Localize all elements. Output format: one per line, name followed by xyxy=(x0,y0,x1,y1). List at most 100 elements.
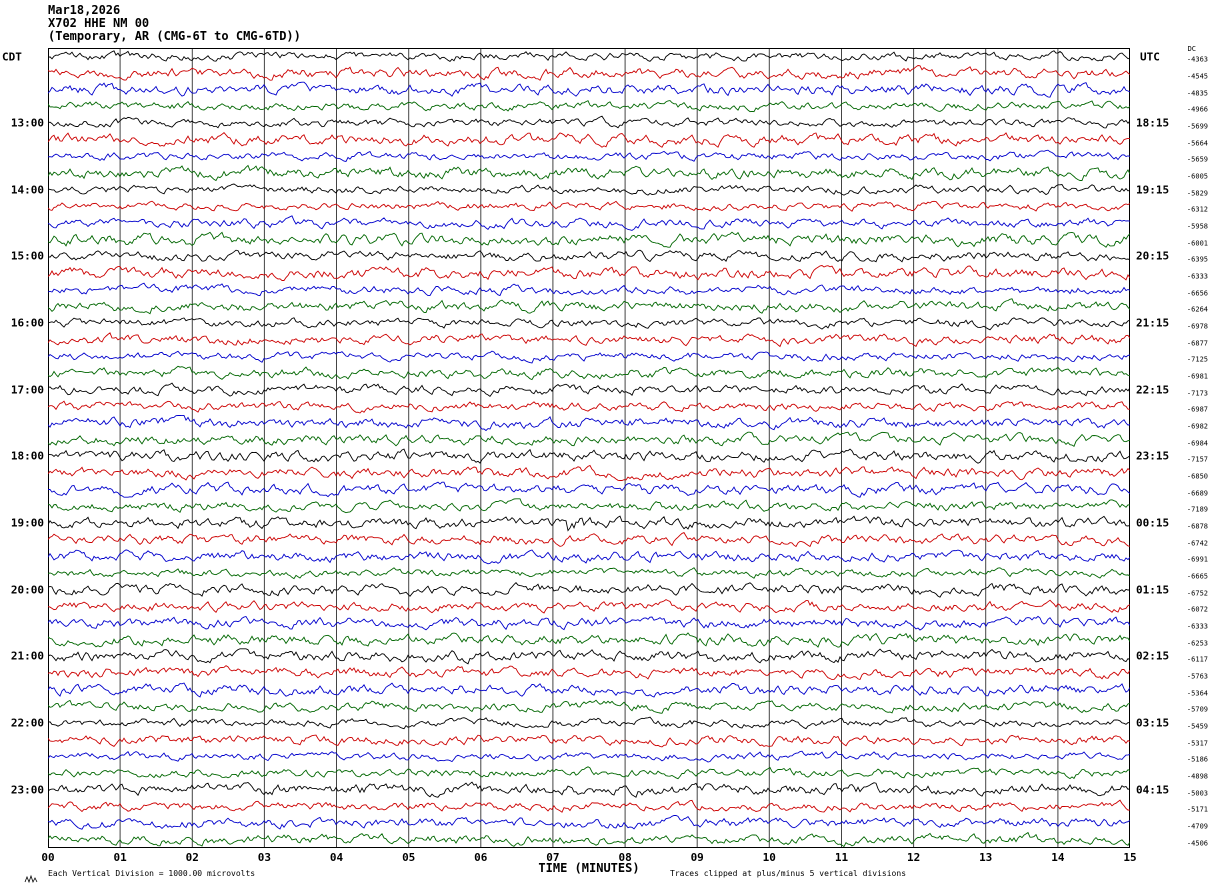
utc-hour-label: 03:15 xyxy=(1136,716,1170,730)
trace-row-46 xyxy=(48,815,1130,830)
dc-offset-value: -6742 xyxy=(1186,539,1208,548)
utc-hour-label: 21:15 xyxy=(1136,316,1170,330)
cdt-hour-label: 22:00 xyxy=(10,716,44,730)
trace-row-4 xyxy=(48,115,1130,129)
trace-row-5 xyxy=(48,131,1130,148)
x-tick-label: 12 xyxy=(906,851,921,864)
dc-offset-value: -5958 xyxy=(1186,222,1208,231)
trace-row-18 xyxy=(48,350,1130,364)
x-tick-label: 08 xyxy=(618,851,632,864)
cdt-hour-label: 17:00 xyxy=(10,383,44,397)
x-tick-label: 00 xyxy=(41,851,55,864)
dc-offset-value: -6991 xyxy=(1186,555,1208,564)
dc-offset-value: -7189 xyxy=(1186,505,1208,514)
utc-hour-label: 22:15 xyxy=(1136,383,1170,397)
trace-row-10 xyxy=(48,215,1130,231)
dc-offset-value: -4709 xyxy=(1186,822,1208,831)
trace-row-13 xyxy=(48,265,1130,281)
trace-row-39 xyxy=(48,699,1130,714)
trace-row-23 xyxy=(48,431,1130,447)
dc-offset-value: -6878 xyxy=(1186,522,1208,531)
dc-offset-value: -5664 xyxy=(1186,139,1208,148)
dc-offset-value: -7125 xyxy=(1186,355,1208,364)
dc-offset-value: -5186 xyxy=(1186,755,1208,764)
utc-hour-label: 19:15 xyxy=(1136,183,1170,197)
trace-row-31 xyxy=(48,567,1130,580)
dc-offset-value: -6981 xyxy=(1186,372,1208,381)
cdt-hour-label: 15:00 xyxy=(10,249,44,263)
dc-offset-value: -6978 xyxy=(1186,322,1208,331)
trace-row-27 xyxy=(48,498,1130,514)
dc-offset-value: -6877 xyxy=(1186,339,1208,348)
trace-row-3 xyxy=(48,100,1130,113)
dc-offset-value: -5171 xyxy=(1186,805,1208,814)
trace-row-9 xyxy=(48,200,1130,212)
cdt-hour-label: 19:00 xyxy=(10,516,44,530)
cdt-hour-label: 18:00 xyxy=(10,449,44,463)
x-tick-label: 06 xyxy=(474,851,488,864)
trace-row-6 xyxy=(48,149,1130,163)
dc-offset-value: -6072 xyxy=(1186,605,1208,614)
dc-offset-value: -4545 xyxy=(1186,72,1208,81)
trace-row-40 xyxy=(48,716,1130,730)
trace-row-42 xyxy=(48,750,1130,763)
cdt-hour-label: 13:00 xyxy=(10,116,44,130)
dc-offset-value: -4835 xyxy=(1186,89,1208,98)
trace-row-1 xyxy=(48,65,1130,81)
dc-offset-value: -6656 xyxy=(1186,289,1208,298)
trace-row-41 xyxy=(48,734,1130,748)
dc-offset-value: -7173 xyxy=(1186,389,1208,398)
trace-row-25 xyxy=(48,464,1130,481)
trace-row-29 xyxy=(48,532,1130,548)
right-timezone-label: UTC xyxy=(1140,50,1160,64)
utc-hour-label: 00:15 xyxy=(1136,516,1170,530)
dc-offset-value: -6312 xyxy=(1186,205,1208,214)
trace-row-30 xyxy=(48,549,1130,565)
dc-offset-value: -5659 xyxy=(1186,155,1208,164)
cdt-hour-label: 14:00 xyxy=(10,183,44,197)
trace-row-16 xyxy=(48,317,1130,331)
x-tick-label: 05 xyxy=(402,851,416,864)
dc-offset-value: -5763 xyxy=(1186,672,1208,681)
cdt-hour-label: 16:00 xyxy=(10,316,44,330)
utc-hour-label: 18:15 xyxy=(1136,116,1170,130)
trace-row-28 xyxy=(48,515,1130,532)
dc-offset-value: -6982 xyxy=(1186,422,1208,431)
x-tick-label: 04 xyxy=(329,851,344,864)
cdt-hour-label: 21:00 xyxy=(10,649,44,663)
trace-row-2 xyxy=(48,81,1130,98)
dc-offset-value: -5699 xyxy=(1186,122,1208,131)
trace-row-19 xyxy=(48,365,1130,381)
dc-offset-value: -5364 xyxy=(1186,689,1208,698)
dc-offset-value: -5459 xyxy=(1186,722,1208,731)
x-tick-label: 01 xyxy=(113,851,127,864)
dc-offset-value: -6117 xyxy=(1186,655,1208,664)
trace-row-17 xyxy=(48,332,1130,348)
trace-row-32 xyxy=(48,582,1130,598)
dc-offset-value: -6253 xyxy=(1186,639,1208,648)
x-tick-label: 03 xyxy=(257,851,272,864)
trace-row-11 xyxy=(48,231,1130,248)
dc-offset-value: -4506 xyxy=(1186,839,1208,848)
trace-row-7 xyxy=(48,164,1130,182)
trace-row-21 xyxy=(48,400,1130,414)
trace-row-12 xyxy=(48,249,1130,263)
trace-row-34 xyxy=(48,615,1130,631)
corner-squiggle-mark xyxy=(24,874,38,884)
dc-column-header: DC xyxy=(1187,45,1196,53)
dc-offset-value: -6850 xyxy=(1186,472,1208,481)
trace-row-43 xyxy=(48,766,1130,780)
plot-border xyxy=(48,48,1130,848)
utc-hour-label: 04:15 xyxy=(1136,783,1170,797)
trace-row-22 xyxy=(48,415,1130,432)
title-block: Mar18,2026 X702 HHE NM 00 (Temporary, AR… xyxy=(48,4,301,43)
trace-row-20 xyxy=(48,382,1130,398)
trace-row-33 xyxy=(48,599,1130,614)
x-tick-label: 13 xyxy=(979,851,993,864)
seismogram-plot xyxy=(48,48,1130,848)
trace-row-47 xyxy=(48,831,1130,848)
trace-row-35 xyxy=(48,632,1130,648)
trace-row-8 xyxy=(48,183,1130,196)
x-tick-label: 02 xyxy=(185,851,199,864)
